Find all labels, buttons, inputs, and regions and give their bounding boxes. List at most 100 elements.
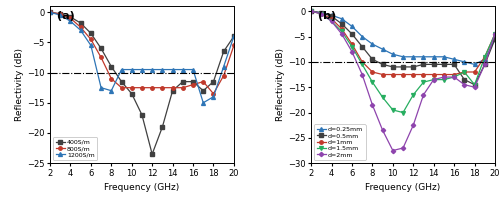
d=0.25mm [410,55,416,58]
d=1mm [462,71,468,73]
d=0.5mm [349,33,355,35]
d=0.25mm [482,58,488,61]
Legend: d=0.25mm, d=0.5mm, d=1mm, d=1.5mm, d=2mm: d=0.25mm, d=0.5mm, d=1mm, d=1.5mm, d=2mm [314,124,366,160]
d=0.5mm [430,63,436,66]
1200S/m [200,102,206,104]
1200S/m [78,29,84,31]
d=1mm [451,73,457,76]
1200S/m [231,35,237,38]
d=1.5mm [441,78,447,81]
d=1.5mm [308,10,314,12]
800S/m [47,11,53,13]
d=0.25mm [318,11,324,14]
1200S/m [180,68,186,71]
1200S/m [57,14,63,16]
d=2mm [400,147,406,149]
X-axis label: Frequency (GHz): Frequency (GHz) [104,183,180,192]
400S/m [128,92,134,95]
400S/m [200,90,206,92]
800S/m [190,83,196,86]
d=1mm [492,33,498,35]
d=2mm [349,51,355,53]
d=2mm [380,129,386,132]
d=0.25mm [390,53,396,55]
d=2mm [430,78,436,81]
1200S/m [139,68,145,71]
d=0.5mm [410,66,416,68]
Line: d=0.5mm: d=0.5mm [310,9,496,86]
400S/m [180,80,186,83]
d=2mm [420,94,426,96]
d=1.5mm [472,83,478,86]
400S/m [88,32,94,34]
400S/m [118,80,124,83]
d=0.5mm [380,63,386,66]
d=1.5mm [420,81,426,83]
d=0.25mm [472,63,478,66]
d=2mm [441,76,447,78]
d=1.5mm [390,109,396,111]
d=0.25mm [400,55,406,58]
d=1.5mm [482,55,488,58]
d=0.5mm [472,83,478,86]
d=0.25mm [420,55,426,58]
400S/m [78,22,84,24]
d=1mm [349,43,355,45]
d=0.5mm [462,78,468,81]
d=0.5mm [400,66,406,68]
d=0.5mm [308,10,314,12]
d=1mm [400,73,406,76]
1200S/m [108,90,114,92]
1200S/m [98,86,104,89]
d=1mm [359,61,365,63]
800S/m [149,86,155,89]
d=0.5mm [482,63,488,66]
d=0.25mm [380,48,386,50]
800S/m [88,38,94,41]
d=2mm [308,10,314,12]
d=0.25mm [370,43,376,45]
d=1mm [308,10,314,12]
800S/m [57,13,63,15]
d=0.25mm [339,18,345,20]
400S/m [57,13,63,15]
d=1.5mm [430,78,436,81]
d=1mm [328,18,334,20]
800S/m [118,86,124,89]
d=1.5mm [359,63,365,66]
d=2mm [410,124,416,126]
X-axis label: Frequency (GHz): Frequency (GHz) [366,183,440,192]
d=1.5mm [410,94,416,96]
Y-axis label: Reflectivity (dB): Reflectivity (dB) [15,48,24,121]
d=0.5mm [420,63,426,66]
800S/m [128,86,134,89]
d=0.5mm [390,66,396,68]
Line: d=2mm: d=2mm [310,10,496,152]
d=1mm [430,73,436,76]
Text: (a): (a) [58,11,75,21]
d=2mm [472,86,478,88]
d=2mm [462,83,468,86]
400S/m [170,90,175,92]
d=0.5mm [492,38,498,40]
d=1mm [441,73,447,76]
d=1mm [482,55,488,58]
d=0.25mm [441,55,447,58]
d=0.25mm [451,58,457,61]
d=0.5mm [328,15,334,18]
400S/m [149,153,155,155]
d=2mm [482,63,488,66]
d=0.5mm [318,11,324,14]
d=1.5mm [318,12,324,15]
1200S/m [47,11,53,13]
d=1.5mm [451,76,457,78]
d=2mm [328,20,334,23]
d=0.5mm [339,23,345,25]
800S/m [78,26,84,29]
Legend: 400S/m, 800S/m, 1200S/m: 400S/m, 800S/m, 1200S/m [53,137,97,160]
800S/m [220,74,226,77]
d=2mm [318,12,324,15]
Line: 800S/m: 800S/m [48,10,236,95]
1200S/m [170,68,175,71]
800S/m [231,44,237,47]
